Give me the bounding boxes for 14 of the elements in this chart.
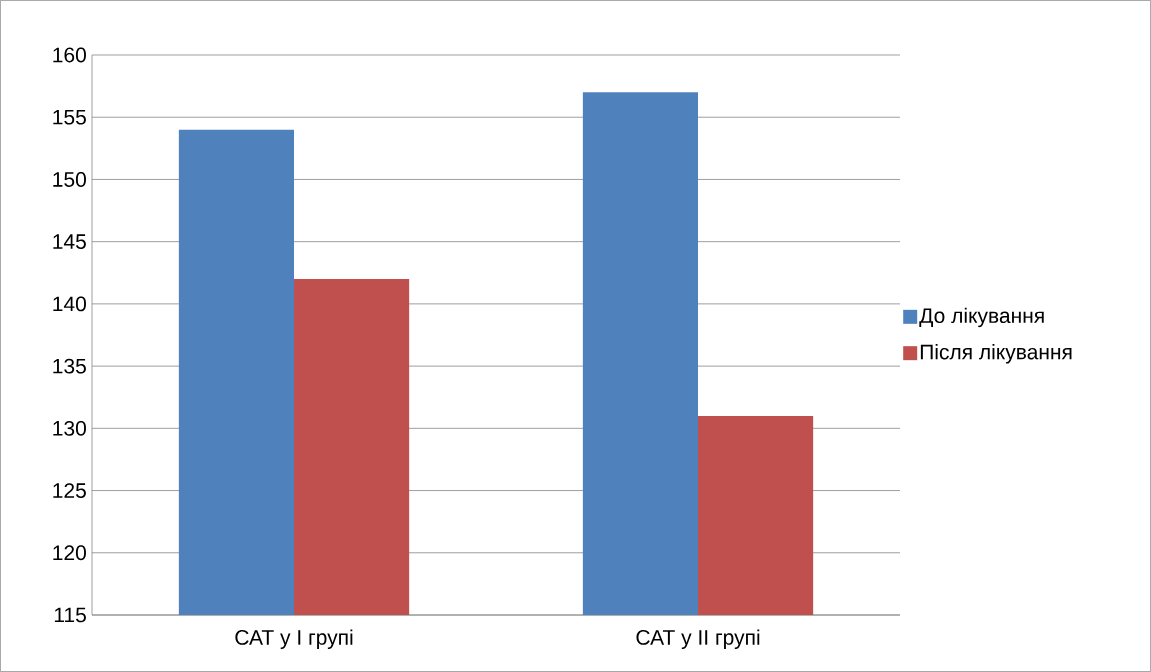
- y-tick-label: 125: [53, 483, 86, 498]
- x-tick-label: САТ у ІІ групі: [636, 629, 760, 650]
- y-tick-label: 120: [53, 545, 86, 561]
- y-tick-label: 145: [53, 234, 86, 249]
- x-tick-label: САТ у І групі: [235, 629, 353, 650]
- y-tick-label: 160: [53, 47, 86, 63]
- y-tick-label: 130: [53, 420, 86, 436]
- legend-label: До лікування: [919, 307, 1044, 328]
- y-tick-label: 115: [54, 607, 86, 623]
- y-tick-label: 140: [53, 296, 86, 312]
- y-tick-label: 135: [53, 358, 86, 374]
- y-tick-label: 155: [53, 109, 86, 125]
- legend-label: Після лікування: [920, 343, 1072, 364]
- y-tick-label: 150: [53, 172, 86, 187]
